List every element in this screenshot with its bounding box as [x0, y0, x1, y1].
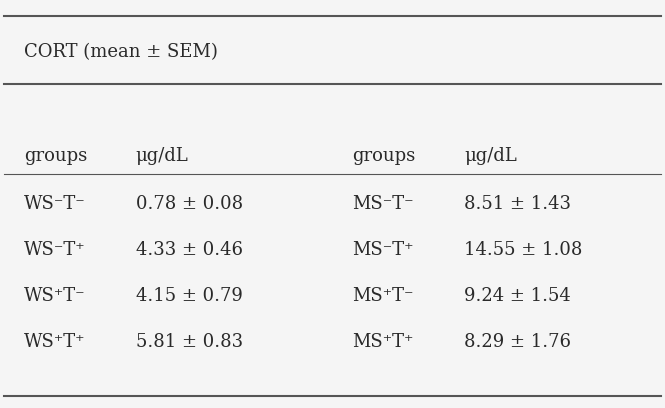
Text: MS⁺T⁺: MS⁺T⁺	[352, 333, 414, 351]
Text: groups: groups	[24, 147, 87, 165]
Text: MS⁺T⁻: MS⁺T⁻	[352, 287, 414, 305]
Text: MS⁻T⁺: MS⁻T⁺	[352, 241, 414, 259]
Text: 8.29 ± 1.76: 8.29 ± 1.76	[464, 333, 571, 351]
Text: CORT (mean ± SEM): CORT (mean ± SEM)	[24, 43, 217, 61]
Text: 0.78 ± 0.08: 0.78 ± 0.08	[136, 195, 243, 213]
Text: WS⁺T⁻: WS⁺T⁻	[24, 287, 86, 305]
Text: 5.81 ± 0.83: 5.81 ± 0.83	[136, 333, 243, 351]
Text: WS⁻T⁺: WS⁻T⁺	[24, 241, 86, 259]
Text: groups: groups	[352, 147, 416, 165]
Text: 8.51 ± 1.43: 8.51 ± 1.43	[464, 195, 571, 213]
Text: μg/dL: μg/dL	[464, 147, 517, 165]
Text: WS⁻T⁻: WS⁻T⁻	[24, 195, 86, 213]
Text: 4.33 ± 0.46: 4.33 ± 0.46	[136, 241, 243, 259]
Text: 9.24 ± 1.54: 9.24 ± 1.54	[464, 287, 571, 305]
Text: μg/dL: μg/dL	[136, 147, 188, 165]
Text: 14.55 ± 1.08: 14.55 ± 1.08	[464, 241, 583, 259]
Text: 4.15 ± 0.79: 4.15 ± 0.79	[136, 287, 242, 305]
Text: MS⁻T⁻: MS⁻T⁻	[352, 195, 414, 213]
Text: WS⁺T⁺: WS⁺T⁺	[24, 333, 85, 351]
